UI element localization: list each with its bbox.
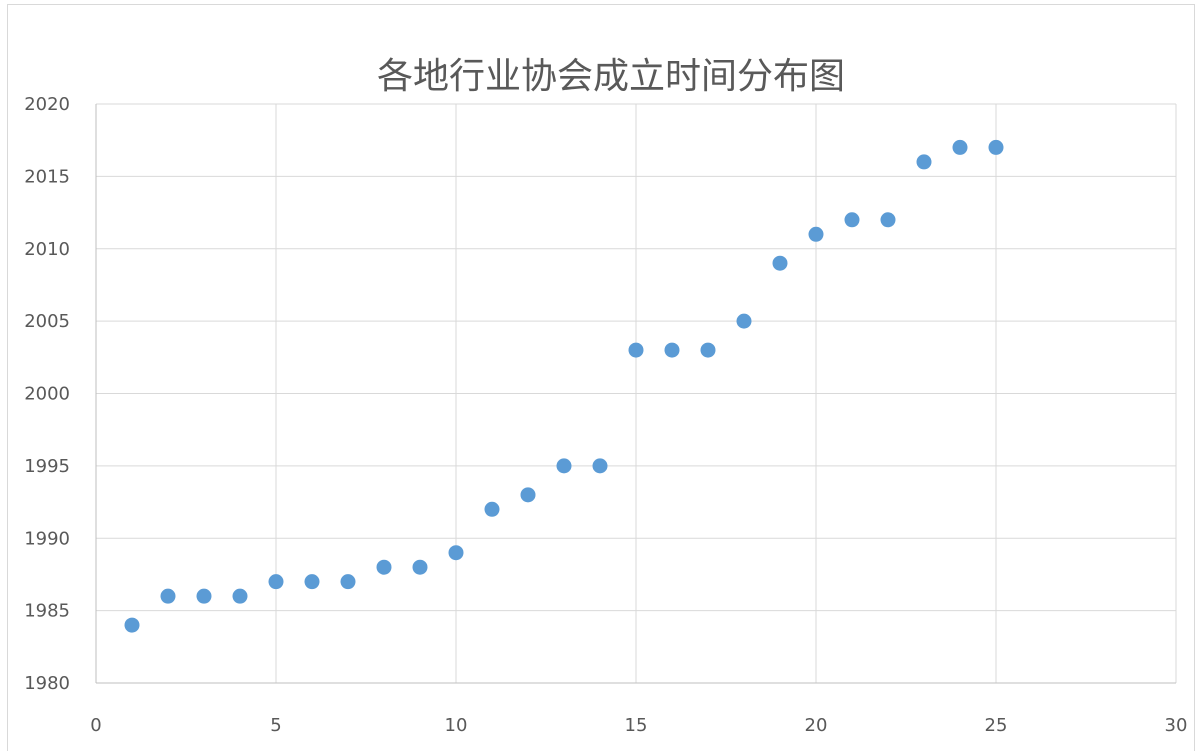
- x-tick-label: 0: [90, 715, 101, 736]
- data-point: [808, 226, 824, 242]
- grid-lines: [96, 103, 1177, 683]
- data-points: [124, 139, 1004, 633]
- y-tick-label: 2010: [24, 239, 70, 260]
- data-point: [412, 559, 428, 575]
- data-point: [592, 458, 608, 474]
- y-tick-label: 1990: [24, 528, 70, 549]
- x-tick-label: 10: [445, 715, 468, 736]
- y-tick-label: 1980: [24, 673, 70, 694]
- data-point: [160, 588, 176, 604]
- data-point: [124, 617, 140, 633]
- data-point: [520, 487, 536, 503]
- data-point: [700, 342, 716, 358]
- data-point: [952, 139, 968, 155]
- data-point: [340, 574, 356, 590]
- data-point: [304, 574, 320, 590]
- y-tick-label: 2000: [24, 384, 70, 405]
- x-tick-label: 15: [625, 715, 648, 736]
- data-point: [268, 574, 284, 590]
- data-point: [916, 154, 932, 170]
- chart-area: [7, 4, 1195, 751]
- chart-title: 各地行业协会成立时间分布图: [377, 56, 845, 97]
- data-point: [232, 588, 248, 604]
- data-point: [736, 313, 752, 329]
- y-tick-label: 2015: [24, 166, 70, 187]
- data-point: [628, 342, 644, 358]
- y-tick-label: 2020: [24, 94, 70, 115]
- x-tick-label: 20: [805, 715, 828, 736]
- x-tick-label: 25: [985, 715, 1008, 736]
- data-point: [556, 458, 572, 474]
- data-point: [988, 139, 1004, 155]
- data-point: [196, 588, 212, 604]
- y-tick-label: 1985: [24, 601, 70, 622]
- axes: [95, 104, 1176, 684]
- data-point: [664, 342, 680, 358]
- x-tick-label: 30: [1165, 715, 1188, 736]
- y-tick-label: 2005: [24, 311, 70, 332]
- data-point: [484, 501, 500, 517]
- data-point: [376, 559, 392, 575]
- x-tick-label: 5: [270, 715, 281, 736]
- y-tick-label: 1995: [24, 456, 70, 477]
- data-point: [844, 212, 860, 228]
- data-point: [880, 212, 896, 228]
- data-point: [448, 545, 464, 561]
- data-point: [772, 255, 788, 271]
